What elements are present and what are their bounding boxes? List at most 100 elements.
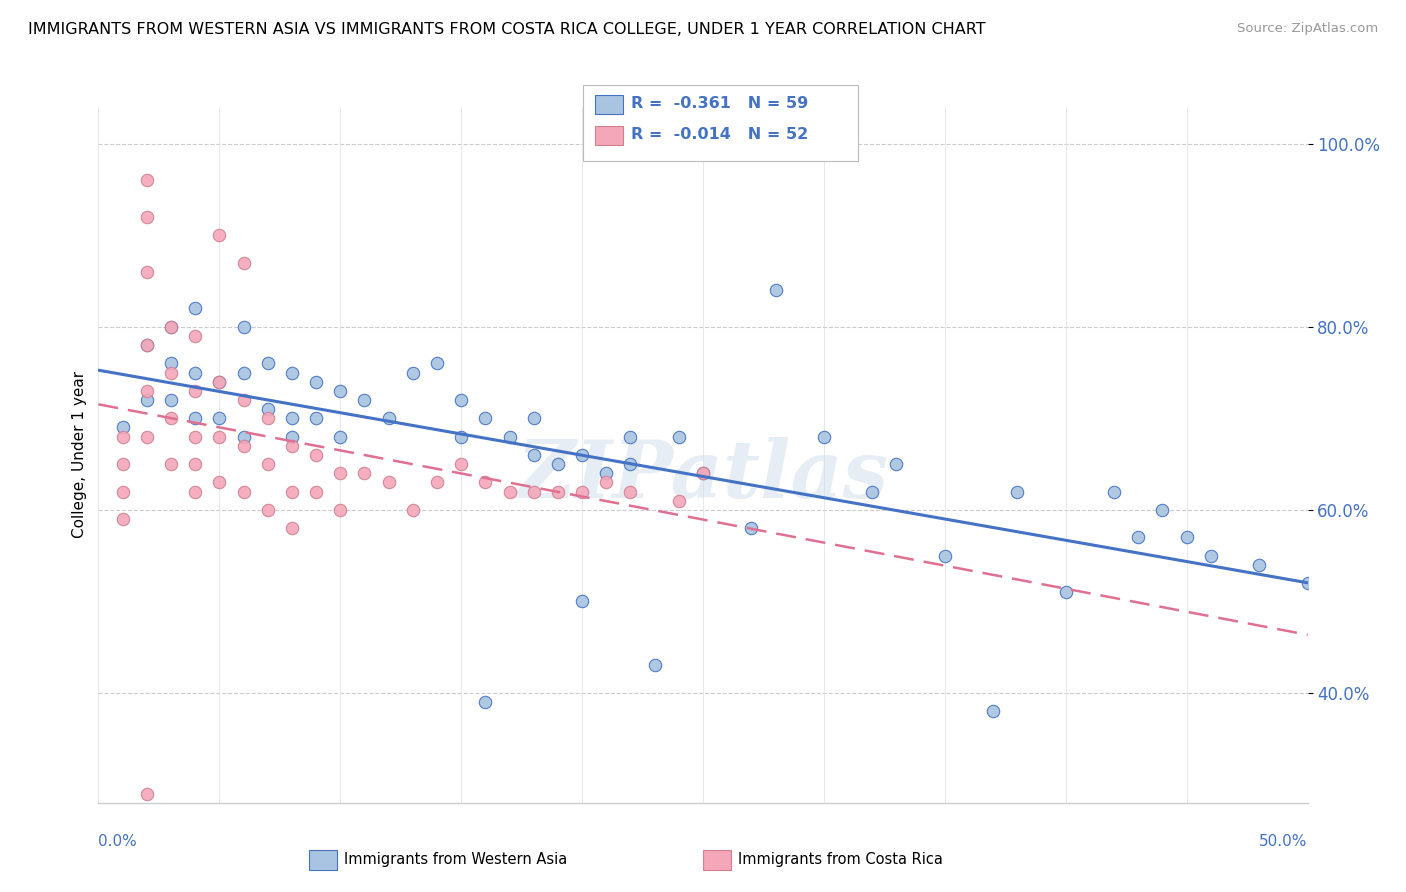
Point	[377, 411, 399, 425]
Point	[668, 429, 690, 443]
Point	[474, 411, 496, 425]
Point	[329, 429, 352, 443]
Point	[765, 283, 787, 297]
Point	[523, 484, 546, 499]
Point	[111, 512, 134, 526]
Point	[1175, 530, 1198, 544]
Point	[208, 411, 231, 425]
Point	[160, 411, 183, 425]
Point	[1007, 484, 1029, 499]
Text: R =  -0.014   N = 52: R = -0.014 N = 52	[631, 128, 808, 142]
Point	[160, 356, 183, 370]
Point	[523, 411, 546, 425]
Point	[329, 503, 352, 517]
Point	[813, 429, 835, 443]
Point	[232, 319, 254, 334]
Point	[135, 265, 157, 279]
Point	[232, 392, 254, 407]
Point	[668, 493, 690, 508]
Point	[160, 392, 183, 407]
Point	[353, 392, 375, 407]
Point	[1102, 484, 1125, 499]
Text: ZIPatlas: ZIPatlas	[517, 437, 889, 515]
Text: R =  -0.361   N = 59: R = -0.361 N = 59	[631, 96, 808, 111]
Point	[305, 448, 328, 462]
Point	[135, 173, 157, 187]
Point	[135, 384, 157, 398]
Point	[256, 503, 278, 517]
Point	[619, 457, 641, 471]
Point	[281, 429, 304, 443]
Point	[571, 594, 593, 608]
Point	[281, 366, 304, 380]
Point	[450, 457, 472, 471]
Point	[184, 301, 207, 316]
Point	[256, 356, 278, 370]
Point	[111, 420, 134, 434]
Point	[232, 439, 254, 453]
Point	[595, 467, 617, 481]
Point	[111, 484, 134, 499]
Point	[402, 503, 425, 517]
Point	[305, 375, 328, 389]
Point	[208, 375, 231, 389]
Point	[547, 457, 569, 471]
Point	[208, 375, 231, 389]
Point	[160, 319, 183, 334]
Point	[934, 549, 956, 563]
Point	[305, 484, 328, 499]
Text: Source: ZipAtlas.com: Source: ZipAtlas.com	[1237, 22, 1378, 36]
Point	[329, 467, 352, 481]
Point	[474, 695, 496, 709]
Point	[402, 366, 425, 380]
Point	[1296, 576, 1319, 591]
Point	[184, 384, 207, 398]
Point	[281, 521, 304, 535]
Point	[281, 411, 304, 425]
Point	[208, 475, 231, 490]
Text: Immigrants from Costa Rica: Immigrants from Costa Rica	[738, 853, 943, 867]
Point	[1054, 585, 1077, 599]
Point	[111, 429, 134, 443]
Point	[377, 475, 399, 490]
Point	[886, 457, 908, 471]
Y-axis label: College, Under 1 year: College, Under 1 year	[72, 371, 87, 539]
Point	[184, 484, 207, 499]
Point	[450, 429, 472, 443]
Point	[644, 658, 666, 673]
Point	[595, 475, 617, 490]
Point	[160, 319, 183, 334]
Point	[740, 521, 762, 535]
Point	[256, 457, 278, 471]
Point	[256, 402, 278, 417]
Point	[1152, 503, 1174, 517]
Point	[426, 356, 449, 370]
Point	[184, 411, 207, 425]
Point	[353, 467, 375, 481]
Point	[281, 484, 304, 499]
Point	[860, 484, 883, 499]
Point	[523, 448, 546, 462]
Point	[571, 448, 593, 462]
Point	[232, 255, 254, 269]
Point	[692, 467, 714, 481]
Point	[184, 429, 207, 443]
Point	[232, 484, 254, 499]
Text: 50.0%: 50.0%	[1260, 834, 1308, 849]
Point	[619, 429, 641, 443]
Point	[208, 429, 231, 443]
Point	[498, 484, 520, 499]
Point	[619, 484, 641, 499]
Point	[135, 210, 157, 224]
Point	[111, 457, 134, 471]
Point	[208, 228, 231, 243]
Point	[981, 704, 1004, 718]
Point	[1199, 549, 1222, 563]
Point	[498, 429, 520, 443]
Point	[329, 384, 352, 398]
Point	[305, 411, 328, 425]
Text: Immigrants from Western Asia: Immigrants from Western Asia	[344, 853, 568, 867]
Point	[135, 429, 157, 443]
Point	[135, 338, 157, 352]
Point	[232, 366, 254, 380]
